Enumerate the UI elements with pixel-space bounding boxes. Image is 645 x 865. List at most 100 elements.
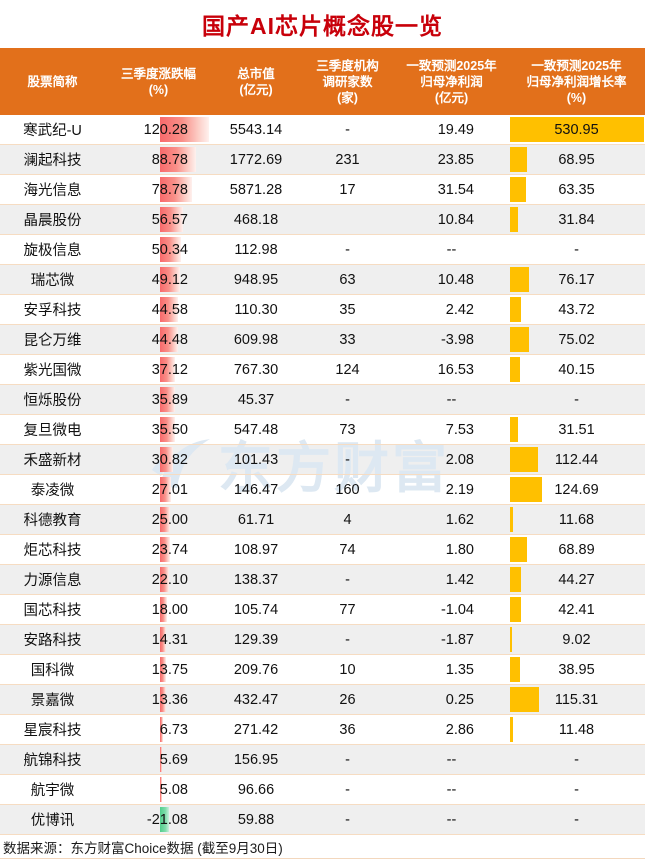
cell-value: 271.42	[233, 721, 279, 738]
cell-value: 国芯科技	[23, 603, 82, 619]
change-cell: 22.10	[105, 565, 212, 594]
survey-count-cell: -	[300, 235, 395, 264]
survey-count-cell: 124	[300, 355, 395, 384]
table-row: 复旦微电 35.50 547.48 73 7.53 31.51	[0, 415, 645, 445]
market-cap-cell: 108.97	[212, 535, 300, 564]
market-cap-cell: 5543.14	[212, 115, 300, 144]
profit-cell: 19.49	[395, 115, 508, 144]
column-header-4: 一致预测2025年 归母净利润 (亿元)	[406, 58, 497, 105]
cell-value: 73	[339, 421, 356, 438]
growth-databar	[510, 687, 540, 712]
cell-value: 30.82	[151, 451, 188, 468]
change-cell: 13.75	[105, 655, 212, 684]
cell-value: 9.02	[562, 631, 591, 648]
change-databar-positive	[160, 327, 179, 352]
cell-value: 1.62	[445, 511, 474, 528]
change-cell: 5.08	[105, 775, 212, 804]
growth-cell: 68.89	[508, 535, 645, 564]
cell-value: 112.44	[554, 451, 599, 468]
cell-value: 138.37	[233, 571, 279, 588]
cell-value: 4	[343, 511, 352, 528]
table-row: 航锦科技 5.69 156.95- -- -	[0, 745, 645, 775]
cell-value: 609.98	[233, 331, 279, 348]
change-cell: -21.08	[105, 805, 212, 834]
survey-count-cell: -	[300, 775, 395, 804]
cell-value: 景嘉微	[30, 693, 75, 709]
table-row: 炬芯科技 23.74 108.97 74 1.80 68.89	[0, 535, 645, 565]
cell-value: 1.80	[445, 541, 474, 558]
cell-value: 432.47	[233, 691, 279, 708]
survey-count-cell: 4	[300, 505, 395, 534]
cell-value: 61.71	[237, 511, 275, 528]
cell-value: 110.30	[234, 301, 278, 318]
change-cell: 50.34	[105, 235, 212, 264]
change-databar-positive	[160, 687, 166, 712]
cell-value: 10.48	[437, 271, 474, 288]
cell-value: 13.75	[151, 661, 188, 678]
cell-value: 35.50	[151, 421, 188, 438]
cell-value: --	[446, 391, 457, 408]
source-note: 数据来源：东方财富Choice数据 (截至9月30日)	[0, 835, 645, 859]
cell-value: 75.02	[558, 331, 595, 348]
growth-cell: 44.27	[508, 565, 645, 594]
cell-value: 160	[335, 481, 360, 498]
survey-count-cell: -	[300, 445, 395, 474]
cell-value: 547.48	[233, 421, 279, 438]
survey-count-cell: 10	[300, 655, 395, 684]
profit-cell: 7.53	[395, 415, 508, 444]
market-cap-cell: 609.98	[212, 325, 300, 354]
cell-value: 澜起科技	[23, 153, 82, 169]
cell-value: 1.42	[445, 571, 474, 588]
cell-value: 炬芯科技	[23, 543, 82, 559]
source-note-text: 数据来源：东方财富Choice数据 (截至9月30日)	[3, 840, 283, 856]
cell-value: 国科微	[30, 663, 75, 679]
survey-count-cell: -	[300, 385, 395, 414]
cell-value: 115.31	[554, 691, 599, 708]
stock-name-cell: 安路科技	[0, 625, 105, 654]
stock-name-cell: 紫光国微	[0, 355, 105, 384]
growth-cell: 124.69	[508, 475, 645, 504]
cell-value: 13.36	[151, 691, 188, 708]
table-row: 澜起科技 88.78 1772.69 231 23.85 68.95	[0, 145, 645, 175]
profit-cell: --	[395, 235, 508, 264]
profit-cell: 1.42	[395, 565, 508, 594]
cell-value: 晶晨股份	[23, 213, 82, 229]
stock-name-cell: 禾盛新材	[0, 445, 105, 474]
cell-value: 68.95	[558, 151, 595, 168]
market-cap-cell: 767.30	[212, 355, 300, 384]
column-header-2: 总市值 (亿元)	[237, 66, 275, 97]
market-cap-cell: 468.18	[212, 205, 300, 234]
growth-databar	[510, 717, 513, 742]
table-row: 力源信息 22.10 138.37 - 1.42 44.27	[0, 565, 645, 595]
growth-cell: -	[508, 235, 645, 264]
profit-cell: --	[395, 805, 508, 834]
cell-value: 19.49	[437, 121, 474, 138]
cell-value: 63	[339, 271, 356, 288]
cell-value: 17	[339, 181, 356, 198]
cell-value: 231	[335, 151, 360, 168]
growth-databar	[510, 447, 539, 472]
profit-cell: 31.54	[395, 175, 508, 204]
change-cell: 78.78	[105, 175, 212, 204]
table-row: 航宇微 5.08 96.66- -- -	[0, 775, 645, 805]
survey-count-cell: 33	[300, 325, 395, 354]
stock-name-cell: 瑞芯微	[0, 265, 105, 294]
stock-name-cell: 国芯科技	[0, 595, 105, 624]
market-cap-cell: 271.42	[212, 715, 300, 744]
survey-count-cell: -	[300, 805, 395, 834]
survey-count-cell: 26	[300, 685, 395, 714]
cell-value: 124	[335, 361, 360, 378]
growth-databar	[510, 507, 513, 532]
cell-value: 恒烁股份	[23, 393, 82, 409]
cell-value: 88.78	[151, 151, 188, 168]
cell-value: -	[345, 121, 350, 138]
cell-value: 112.98	[234, 241, 278, 258]
cell-value: 22.10	[151, 571, 188, 588]
page-title: 国产AI芯片概念股一览	[202, 13, 443, 39]
cell-value: -	[345, 811, 350, 828]
market-cap-cell: 432.47	[212, 685, 300, 714]
stock-name-cell: 昆仑万维	[0, 325, 105, 354]
change-cell: 56.57	[105, 205, 212, 234]
cell-value: 0.25	[445, 691, 474, 708]
growth-databar	[510, 627, 513, 652]
